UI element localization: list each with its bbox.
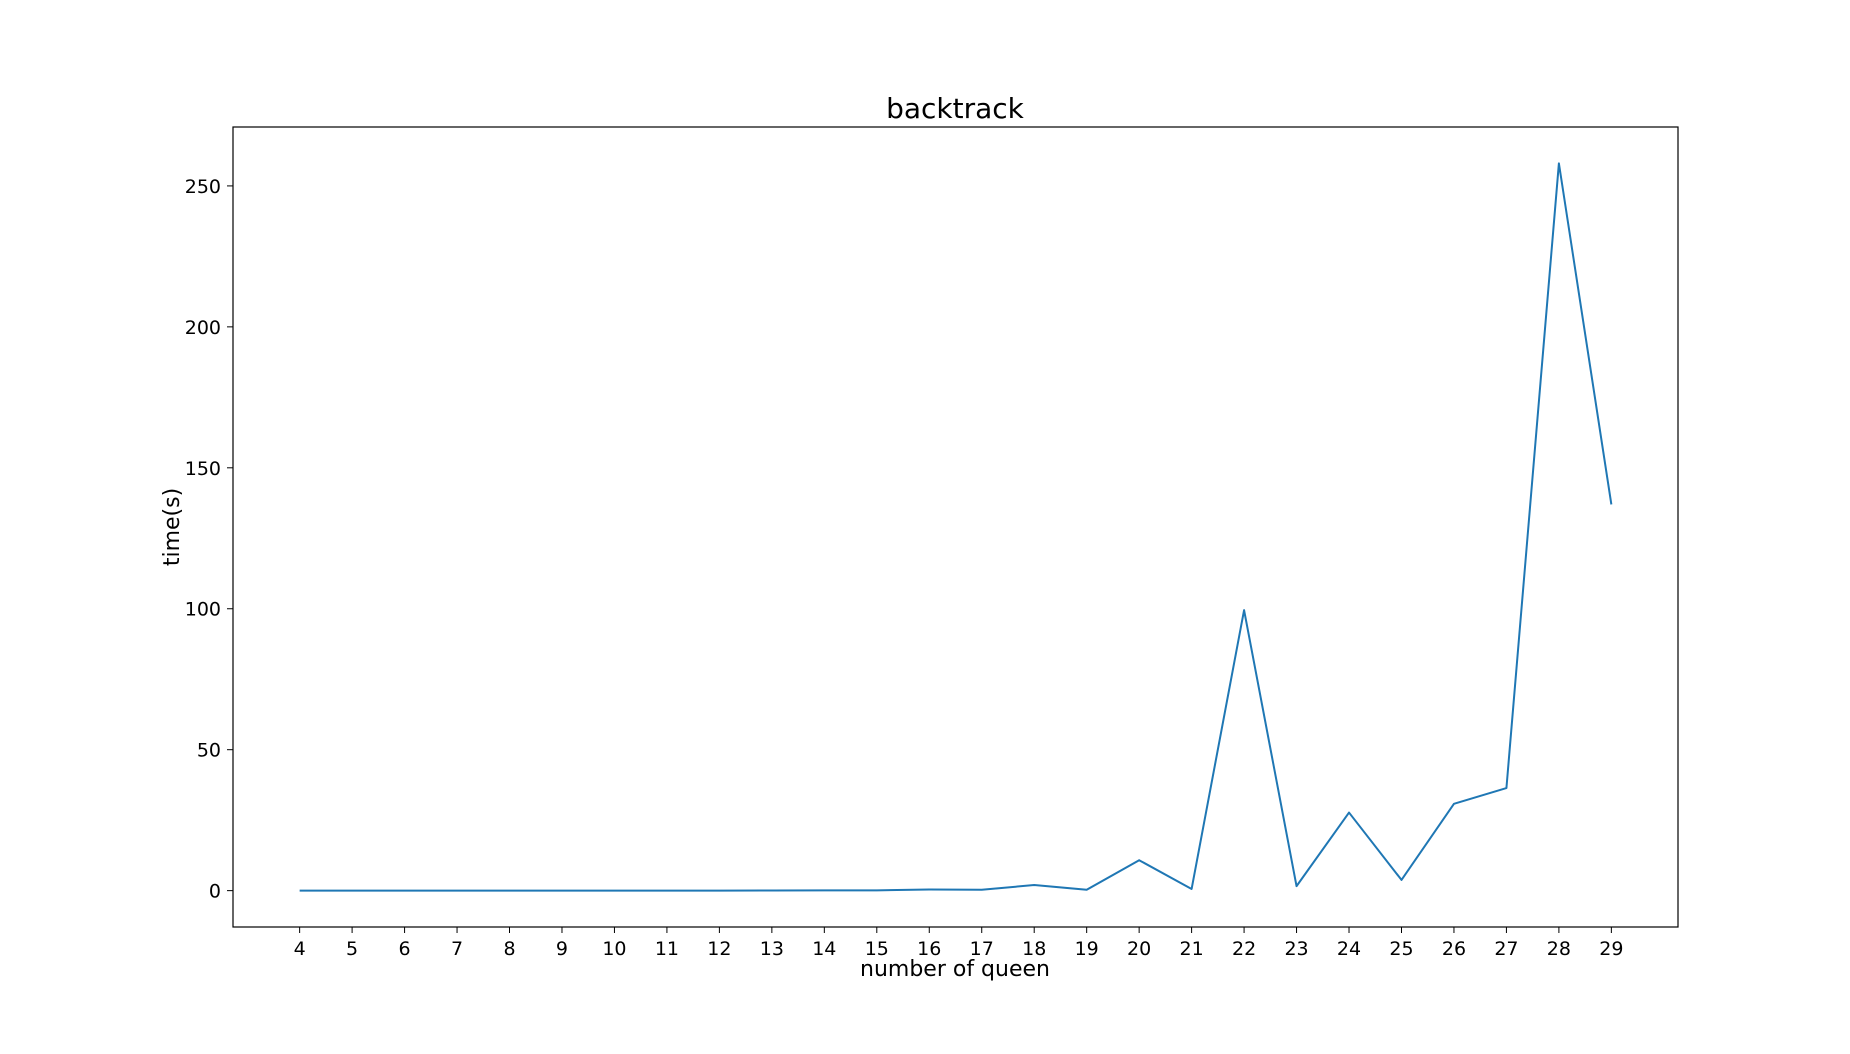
x-tick-label: 11	[655, 938, 679, 960]
y-axis-label: time(s)	[160, 488, 185, 566]
y-tick-label: 100	[185, 599, 221, 621]
x-tick-label: 19	[1075, 938, 1099, 960]
series-layer	[300, 163, 1612, 890]
y-tick-label: 250	[185, 176, 221, 198]
plot-frame	[233, 127, 1678, 927]
y-tick-label: 0	[209, 881, 221, 903]
y-tick-label: 150	[185, 458, 221, 480]
x-tick-label: 12	[707, 938, 731, 960]
x-tick-label: 28	[1547, 938, 1571, 960]
x-tick-label: 8	[503, 938, 515, 960]
x-tick-label: 22	[1232, 938, 1256, 960]
x-tick-label: 20	[1127, 938, 1151, 960]
x-tick-label: 21	[1180, 938, 1204, 960]
x-tick-label: 27	[1494, 938, 1518, 960]
x-tick-label: 10	[602, 938, 626, 960]
x-tick-label: 7	[451, 938, 463, 960]
x-tick-label: 24	[1337, 938, 1361, 960]
x-tick-label: 9	[556, 938, 568, 960]
x-tick-label: 29	[1599, 938, 1623, 960]
chart-title: backtrack	[886, 92, 1025, 125]
x-axis-label: number of queen	[860, 957, 1050, 982]
x-tick-label: 6	[399, 938, 411, 960]
y-tick-label: 200	[185, 317, 221, 339]
y-axis: 0 50 100 150 200 250	[185, 176, 233, 903]
x-tick-label: 25	[1389, 938, 1413, 960]
x-tick-label: 4	[294, 938, 306, 960]
x-tick-label: 13	[760, 938, 784, 960]
x-tick-label: 14	[812, 938, 836, 960]
series-line	[300, 163, 1612, 890]
x-tick-label: 5	[346, 938, 358, 960]
y-tick-label: 50	[197, 740, 221, 762]
x-tick-label: 26	[1442, 938, 1466, 960]
x-tick-label: 23	[1284, 938, 1308, 960]
